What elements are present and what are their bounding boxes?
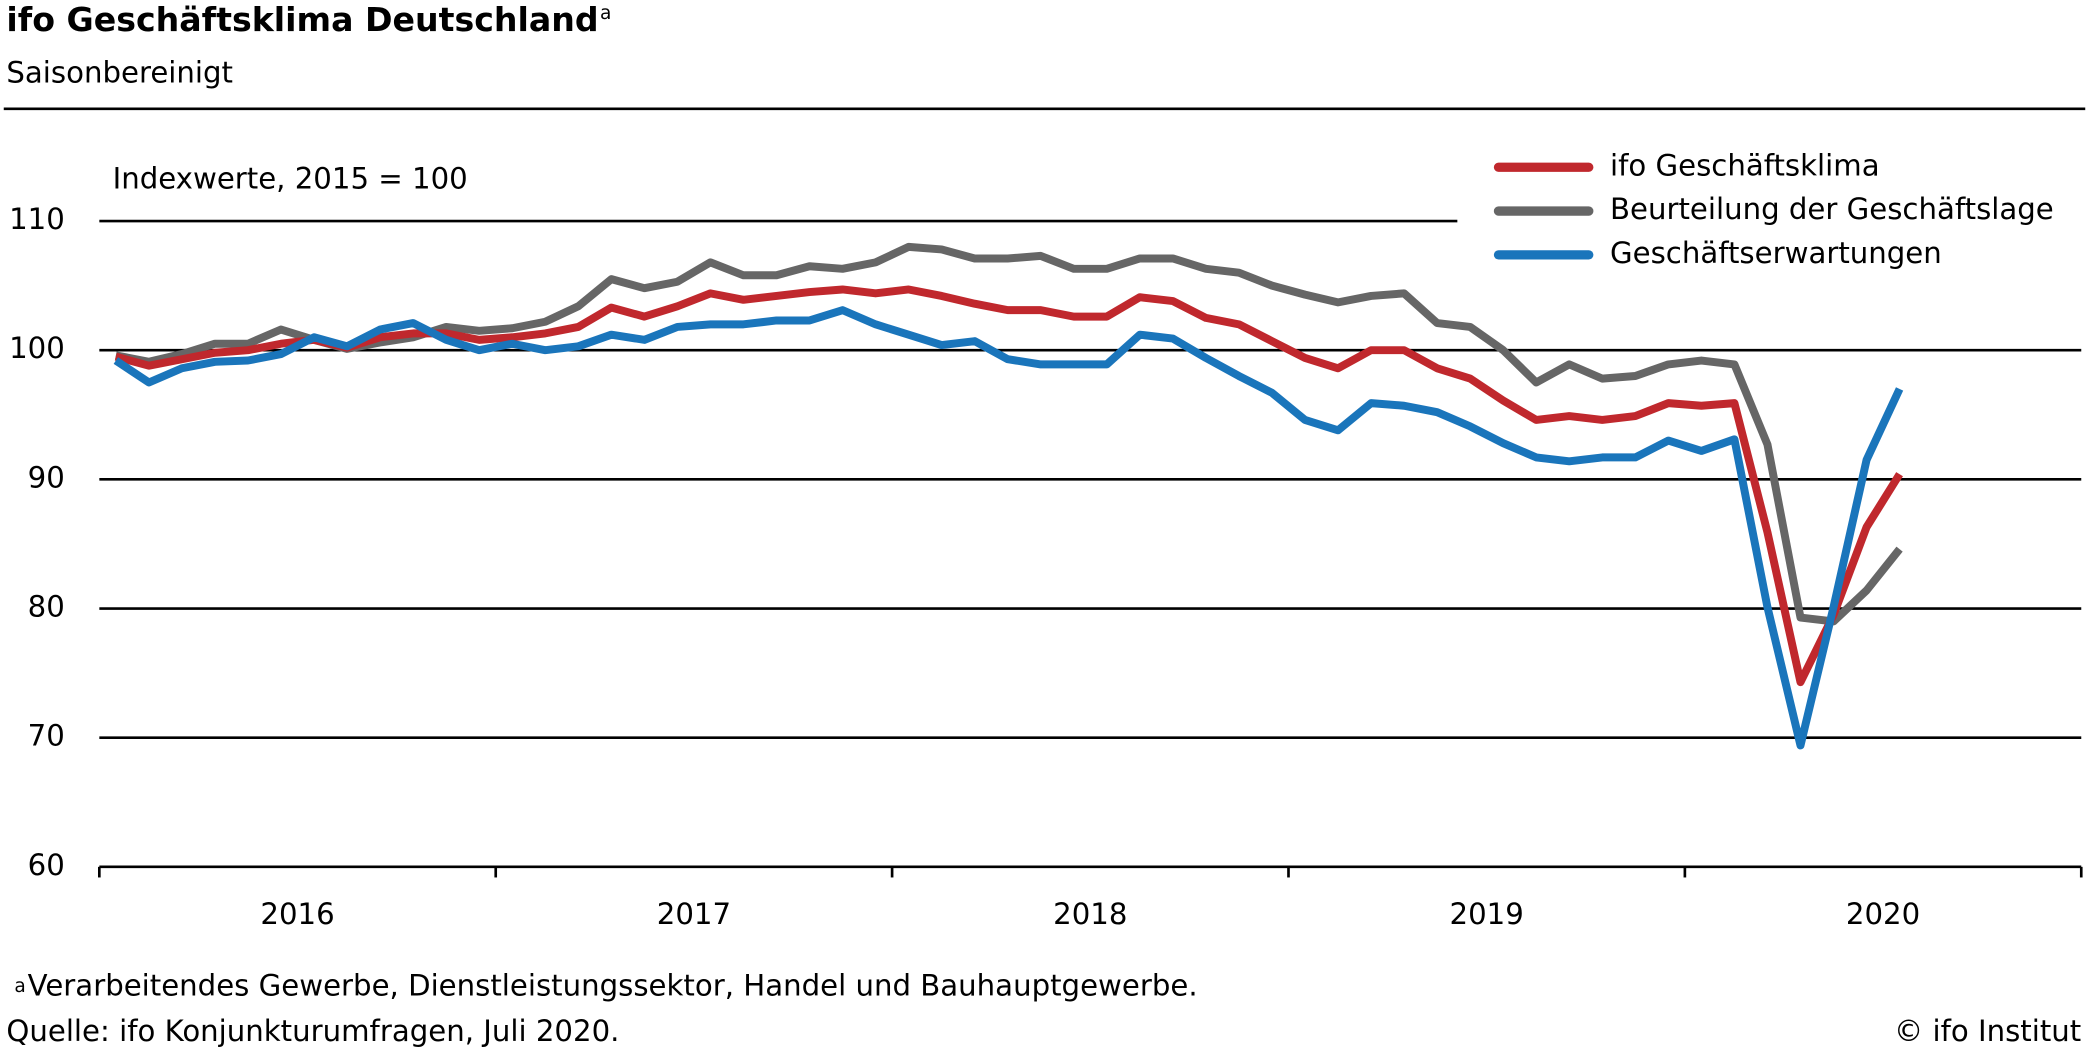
x-tick-label: 2017 xyxy=(657,897,731,931)
y-axis-label: Indexwerte, 2015 = 100 xyxy=(113,162,468,196)
y-tick-label: 80 xyxy=(28,590,65,624)
subtitle: Saisonbereinigt xyxy=(6,55,233,89)
source: Quelle: ifo Konjunkturumfragen, Juli 202… xyxy=(6,1014,619,1048)
title-marker: a xyxy=(600,3,611,24)
x-tick-label: 2019 xyxy=(1450,897,1524,931)
y-tick-label: 60 xyxy=(28,848,65,882)
y-tick-label: 100 xyxy=(9,331,65,365)
x-tick-label: 2018 xyxy=(1053,897,1127,931)
x-tick-label: 2016 xyxy=(260,897,334,931)
y-tick-label: 70 xyxy=(28,719,65,753)
footnote-marker: a xyxy=(14,976,25,997)
legend-label: Geschäftserwartungen xyxy=(1610,236,1942,270)
chart-title: ifo Geschäftsklima Deutschland xyxy=(6,0,598,39)
series-line xyxy=(114,285,1903,687)
y-tick-label: 90 xyxy=(28,460,65,494)
legend-label: Beurteilung der Geschäftslage xyxy=(1610,192,2054,226)
series-line xyxy=(115,242,1903,626)
footnote: Verarbeitendes Gewerbe, Dienstleistungss… xyxy=(28,969,1198,1003)
y-tick-label: 110 xyxy=(9,202,65,236)
copyright: © ifo Institut xyxy=(1894,1014,2081,1048)
series-line xyxy=(113,306,1904,750)
x-tick-label: 2020 xyxy=(1846,897,1920,931)
legend-label: ifo Geschäftsklima xyxy=(1610,148,1880,182)
